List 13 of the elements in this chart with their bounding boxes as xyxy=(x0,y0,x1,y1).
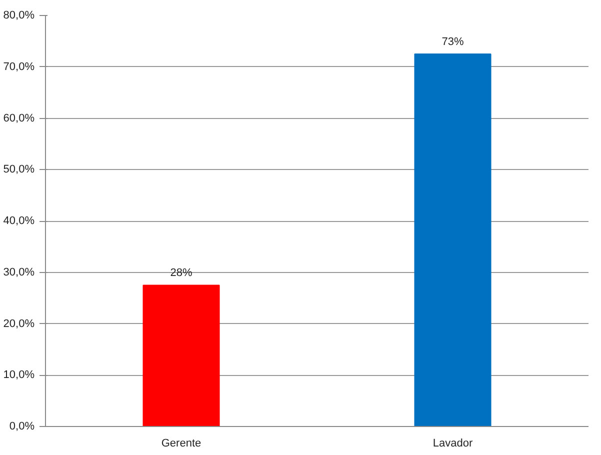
y-tick-label: 30,0% xyxy=(3,266,35,278)
y-tick-label: 80,0% xyxy=(3,10,35,22)
y-tick-label: 10,0% xyxy=(3,369,35,382)
y-tick-label: 20,0% xyxy=(3,318,35,330)
y-tick-label: 50,0% xyxy=(3,164,35,176)
data-label: 28% xyxy=(170,267,192,280)
y-tick-label: 70,0% xyxy=(3,60,35,73)
x-tick-label: Gerente xyxy=(161,438,202,450)
y-tick-label: 40,0% xyxy=(3,215,35,227)
x-tick-label: Lavador xyxy=(432,438,473,450)
y-tick-label: 60,0% xyxy=(3,112,35,124)
data-label: 73% xyxy=(442,36,464,48)
y-tick-label: 0,0% xyxy=(9,420,35,432)
